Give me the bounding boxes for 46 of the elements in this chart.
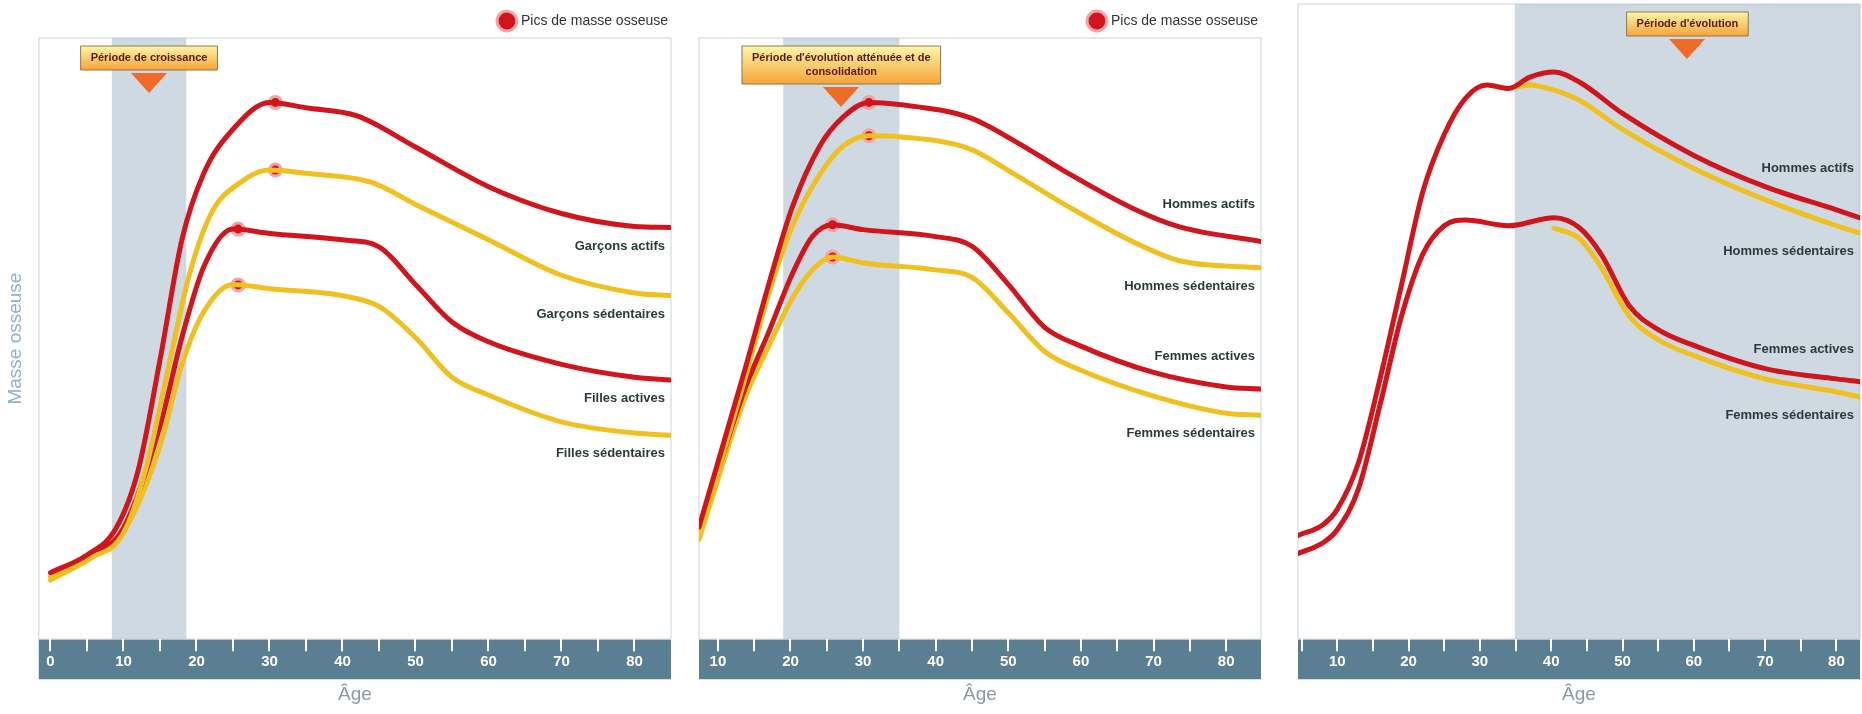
x-axis-title: Âge [963,682,997,704]
band-label: Période d'évolution atténuée et de consolidation [751,50,931,77]
x-tick-label: 70 [553,652,570,670]
x-tick-label: 60 [1685,652,1703,670]
x-tick-label: 80 [626,652,643,670]
x-tick-label: 70 [1756,652,1774,670]
series-label: Hommes sédentaires [1124,277,1255,293]
x-tick-label: 20 [782,652,799,670]
x-tick-label: 20 [188,652,205,670]
series-label: Femmes actives [1753,340,1854,356]
x-tick-label: 50 [999,652,1017,670]
x-tick-label: 80 [1217,652,1235,670]
series-label: Garçons actifs [574,237,665,253]
series-label: Femmes sédentaires [1725,407,1854,423]
x-tick-label: 60 [1072,652,1090,670]
x-axis-title: Âge [337,682,372,704]
x-tick-label: 10 [709,652,727,670]
band-label: Période d'évolution [1636,16,1739,29]
x-tick-label: 60 [480,652,497,670]
x-axis-title: Âge [1562,682,1596,704]
series-label: Femmes sédentaires [1126,425,1255,441]
x-tick-label: 30 [261,652,278,670]
legend-label: Pics de masse osseuse [520,11,669,28]
x-tick-label: 10 [1328,652,1346,670]
x-tick-label: 0 [46,652,55,670]
x-tick-label: 30 [854,652,872,670]
x-tick-label: 40 [334,652,351,670]
y-axis-title: Masse osseuse [3,272,25,405]
series-label: Hommes sédentaires [1723,243,1854,259]
x-tick-label: 30 [1471,652,1489,670]
x-tick-label: 50 [1614,652,1631,670]
x-tick-label: 40 [927,652,945,670]
x-tick-label: 50 [407,652,424,670]
x-tick-label: 10 [115,652,132,670]
series-label: Hommes actifs [1162,195,1255,211]
x-tick-label: 20 [1400,652,1417,670]
x-tick-label: 80 [1828,652,1845,670]
series-label: Femmes actives [1154,348,1255,364]
x-tick-label: 40 [1542,652,1560,670]
x-tick-label: 70 [1145,652,1162,670]
legend-label: Pics de masse osseuse [1110,11,1259,28]
series-label: Hommes actifs [1761,160,1854,176]
band-label: Période de croissance [90,50,208,63]
series-label: Garçons sédentaires [536,305,665,321]
series-label: Filles sédentaires [555,445,665,461]
series-label: Filles actives [584,390,665,406]
